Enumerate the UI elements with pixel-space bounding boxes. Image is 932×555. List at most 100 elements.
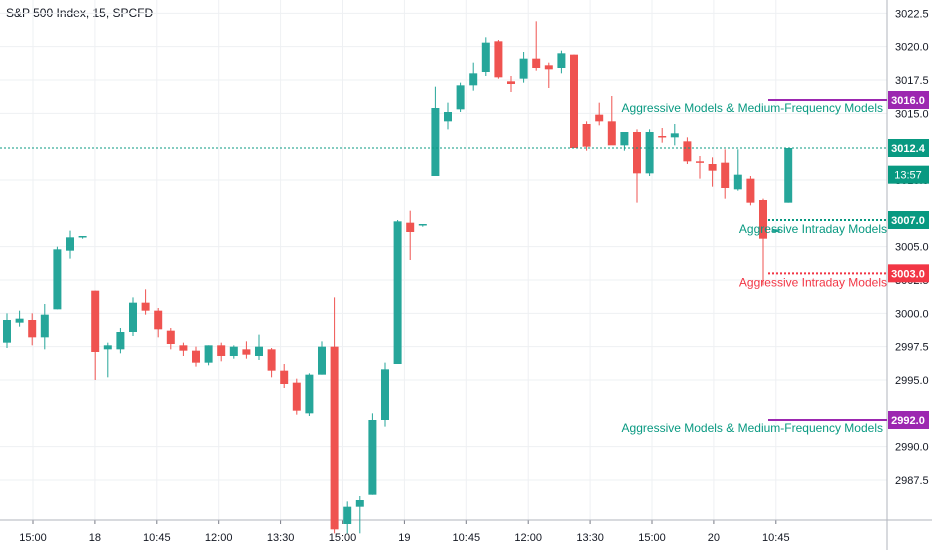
candle-body [40,314,49,338]
y-tick-label: 3005.0 [895,242,929,254]
countdown-text: 13:57 [894,170,922,182]
price-label-text: 3016.0 [891,95,925,107]
candle-body [305,374,314,414]
candle-body [66,237,74,251]
candle-body [78,236,87,238]
candle-body [658,136,667,138]
y-tick-label: 2997.5 [895,342,929,354]
candle-body [242,349,251,355]
candle-body [784,148,793,203]
candle-body [292,382,301,411]
price-line-annotation: Aggressive Intraday Models [739,275,887,289]
x-tick-label: 10:45 [453,532,481,544]
candle-body [15,318,24,323]
candle-body [633,132,641,174]
candle-body [645,132,654,174]
y-tick-label: 2995.0 [895,375,929,387]
price-label-box [888,139,929,157]
price-label-text: 3003.0 [891,268,925,280]
x-tick-label: 13:30 [267,532,295,544]
candle-body [444,112,452,122]
candle-body [280,370,289,384]
candle-body [494,41,503,78]
candle-body [91,290,100,352]
candle-body [28,320,37,338]
candle-body [746,178,755,203]
candle-body [343,506,352,524]
candle-body [683,141,692,162]
candle-body [368,420,377,495]
candle-body [154,310,163,330]
candle-body [620,132,629,146]
candle-body [456,85,465,110]
y-tick-label: 3015.0 [895,108,929,120]
candle-body [557,53,566,68]
y-tick-label: 3020.0 [895,42,929,54]
candle-body [381,369,389,420]
y-tick-label: 3022.5 [895,8,929,20]
candle-body [179,345,188,351]
candle-body [582,124,591,147]
x-tick-label: 18 [89,532,101,544]
grid-group [0,0,887,520]
price-line-annotation: Aggressive Models & Medium-Frequency Mod… [622,101,883,115]
price-label-box [888,91,929,109]
price-label-text: 3007.0 [891,215,925,227]
x-tick-label: 13:30 [576,532,604,544]
x-tick-label: 20 [708,532,720,544]
price-line-annotation: Aggressive Intraday Models [739,222,887,236]
candle-body [53,249,62,310]
candles-group [3,21,793,534]
candle-body [418,224,427,226]
candle-body [771,229,780,232]
candle-body [532,58,541,68]
candle-body [708,164,717,171]
candle-body [355,500,364,507]
candle-body [103,345,112,350]
x-tick-label: 12:00 [514,532,542,544]
candle-body [217,345,226,356]
x-tick-label: 10:45 [143,532,171,544]
price-label-text: 2992.0 [891,415,925,427]
x-tick-label: 15:00 [329,532,357,544]
candle-body [267,349,276,371]
candle-body [670,133,679,138]
candle-body [141,302,150,311]
price-label-box [888,411,929,429]
price-label-box [888,211,929,229]
candle-body [469,73,478,86]
countdown-box [888,165,929,184]
price-label-box [888,264,929,283]
candle-body [570,54,578,148]
candle-body [393,221,402,364]
candle-body [204,345,213,363]
candle-body [166,330,175,344]
candle-body [255,346,263,356]
candle-body [721,162,730,188]
candle-body [607,121,616,146]
candle-body [318,346,326,375]
x-tick-label: 19 [398,532,410,544]
x-tick-label: 10:45 [762,532,790,544]
candle-body [406,222,415,232]
price-line-annotation: Aggressive Models & Medium-Frequency Mod… [622,421,883,435]
x-tick-label: 15:00 [638,532,666,544]
price-label-text: 3012.4 [891,143,926,155]
candle-body [519,58,528,79]
candle-body [229,346,238,356]
x-tick-label: 12:00 [205,532,233,544]
candle-body [129,302,137,332]
candle-body [192,350,200,363]
y-tick-label: 2987.5 [895,475,929,487]
y-tick-label: 3000.0 [895,308,929,320]
candle-body [431,108,440,176]
candle-body [696,161,704,163]
candle-body [507,81,515,84]
candle-body [330,346,339,530]
y-tick-label: 3017.5 [895,75,929,87]
y-tick-label: 2990.0 [895,442,929,454]
candle-body [116,332,125,350]
candle-body [595,114,604,122]
